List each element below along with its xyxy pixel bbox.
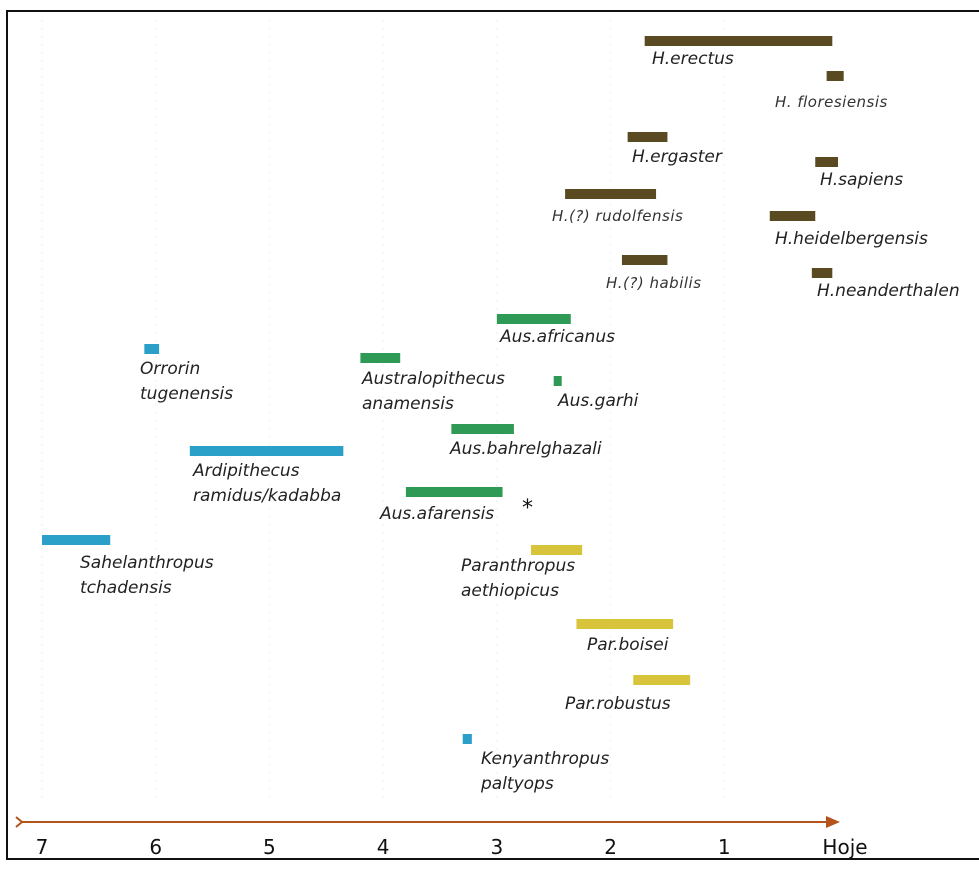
species-label: Par.robustus bbox=[565, 694, 671, 714]
x-axis-arrowhead bbox=[826, 816, 840, 828]
species-label-line: Aus.garhi bbox=[557, 391, 639, 411]
species-label-line: Aus.africanus bbox=[499, 327, 615, 347]
species-label: H. floresiensis bbox=[775, 93, 888, 111]
species-label-line: H.ergaster bbox=[632, 147, 723, 167]
species-label-line: H.(?) rudolfensis bbox=[552, 207, 683, 225]
species-label-line: tugenensis bbox=[140, 384, 233, 404]
species-bar bbox=[576, 619, 674, 629]
x-tick-label: Hoje bbox=[822, 835, 867, 859]
species-label-line: Orrorin bbox=[140, 359, 200, 379]
species-label-line: aethiopicus bbox=[461, 581, 559, 601]
chart-frame bbox=[6, 10, 979, 860]
species-label: Par.boisei bbox=[587, 635, 669, 655]
x-tick-label: 5 bbox=[263, 835, 276, 859]
species-label-line: Paranthropus bbox=[461, 556, 575, 576]
species-label-line: Aus.bahrelghazali bbox=[449, 439, 602, 459]
x-tick-label: 2 bbox=[604, 835, 617, 859]
species-bar bbox=[769, 211, 816, 221]
species-label-line: tchadensis bbox=[80, 578, 172, 598]
species-label: Aus.bahrelghazali bbox=[449, 439, 602, 459]
species-label: Aus.afarensis bbox=[379, 504, 494, 524]
species-label-line: Sahelanthropus bbox=[80, 553, 214, 573]
species-bar bbox=[189, 446, 344, 456]
species-label: H.erectus bbox=[652, 49, 734, 69]
species-bar bbox=[144, 344, 160, 354]
species-label-line: Par.boisei bbox=[587, 635, 669, 655]
species-label: Australopithecus anamensis bbox=[361, 369, 505, 414]
species-label: Paranthropus aethiopicus bbox=[461, 556, 575, 601]
species-bar bbox=[42, 535, 111, 545]
species-label-line: Australopithecus bbox=[361, 369, 505, 389]
species-label: H.(?) habilis bbox=[606, 274, 702, 292]
species-bar bbox=[621, 255, 668, 265]
species-bar bbox=[360, 353, 401, 363]
x-axis-tail bbox=[15, 816, 24, 828]
species-label-line: H.sapiens bbox=[820, 170, 903, 190]
species-label-line: Par.robustus bbox=[565, 694, 671, 714]
species-label: Ardipithecus ramidus/kadabba bbox=[192, 461, 341, 506]
annotation-asterisk: * bbox=[522, 496, 533, 521]
species-label: Aus.garhi bbox=[557, 391, 639, 411]
species-bar bbox=[644, 36, 833, 46]
species-label: H.ergaster bbox=[632, 147, 723, 167]
species-label-line: ramidus/kadabba bbox=[193, 486, 341, 506]
species-label-line: Ardipithecus bbox=[192, 461, 300, 481]
species-bar bbox=[462, 734, 472, 744]
x-tick-label: 4 bbox=[377, 835, 390, 859]
species-bar bbox=[627, 132, 668, 142]
species-label: Kenyanthropus paltyops bbox=[480, 749, 609, 794]
species-label-line: H.(?) habilis bbox=[606, 274, 702, 292]
species-label: Sahelanthropus tchadensis bbox=[80, 553, 214, 598]
species-label: H.sapiens bbox=[820, 170, 903, 190]
species-bar bbox=[553, 376, 562, 386]
species-bar bbox=[565, 189, 657, 199]
species-label-line: anamensis bbox=[362, 394, 454, 414]
species-bar bbox=[530, 545, 583, 555]
species-label: H.heidelbergensis bbox=[775, 229, 928, 249]
species-label: Aus.africanus bbox=[499, 327, 615, 347]
species-bar bbox=[496, 314, 571, 324]
species-bar bbox=[811, 268, 833, 278]
species-label: H.neanderthalen bbox=[817, 281, 960, 301]
species-bar bbox=[826, 71, 844, 81]
species-label-line: H. floresiensis bbox=[775, 93, 888, 111]
species-label: Orrorin tugenensis bbox=[140, 359, 233, 404]
species-label-line: H.heidelbergensis bbox=[775, 229, 928, 249]
species-label-line: H.neanderthalen bbox=[817, 281, 960, 301]
species-bar bbox=[405, 487, 503, 497]
species-label-line: H.erectus bbox=[652, 49, 734, 69]
x-tick-label: 1 bbox=[718, 835, 731, 859]
species-label-line: paltyops bbox=[480, 774, 554, 794]
species-label-line: Aus.afarensis bbox=[379, 504, 494, 524]
species-bar bbox=[451, 424, 514, 434]
species-label: H.(?) rudolfensis bbox=[552, 207, 683, 225]
x-tick-label: 7 bbox=[36, 835, 49, 859]
x-tick-label: 6 bbox=[149, 835, 162, 859]
species-bar bbox=[633, 675, 691, 685]
x-tick-label: 3 bbox=[490, 835, 503, 859]
species-bar bbox=[815, 157, 838, 167]
species-label-line: Kenyanthropus bbox=[481, 749, 609, 769]
